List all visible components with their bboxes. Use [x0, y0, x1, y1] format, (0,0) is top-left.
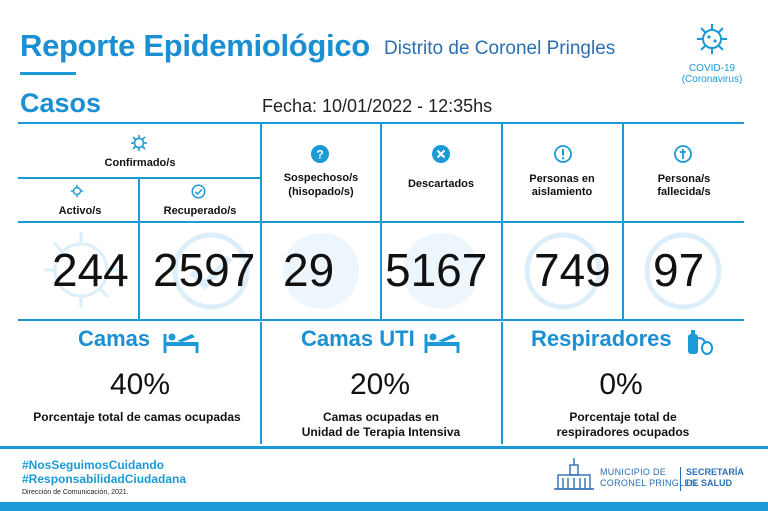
aislamiento-value: 749 — [534, 244, 611, 296]
respiradores-description-1: Porcentaje total de — [569, 410, 677, 424]
bed-icon — [424, 333, 460, 353]
sospechosos-label-1: Sospechoso/s — [283, 172, 359, 184]
fallecidos-label-1: Persona/s — [657, 173, 711, 185]
camas-title: Camas — [78, 326, 151, 351]
check-watermark-icon — [172, 232, 250, 310]
respiradores-description-2: respiradores ocupados — [556, 425, 690, 439]
col-divider-4 — [501, 122, 503, 319]
exclamation-circle-icon — [554, 145, 572, 163]
logo-line-1: COVID-19 — [688, 63, 736, 74]
cross-circle-icon — [674, 145, 692, 163]
sospechosos-value: 29 — [283, 244, 335, 296]
descartados-value: 5167 — [385, 244, 488, 296]
camas-uti-percent: 20% — [349, 368, 411, 401]
fallecidos-value: 97 — [653, 244, 705, 296]
camas-uti-description-2: Unidad de Terapia Intensiva — [301, 425, 461, 439]
section-divider-2 — [501, 322, 503, 444]
building-icon — [554, 458, 594, 490]
covid-logo: COVID-19 (Coronavirus) — [672, 22, 752, 85]
camas-uti-description-1: Camas ocupadas en — [322, 410, 440, 424]
district-subtitle: Distrito de Coronel Pringles — [384, 38, 616, 59]
muni-line-1: MUNICIPIO DE — [600, 467, 667, 477]
muni-line-2: CORONEL PRINGLES — [600, 478, 697, 488]
activos-label: Activo/s — [58, 205, 102, 217]
check-circle-icon — [191, 184, 206, 199]
bed-icon — [163, 333, 199, 353]
camas-uti-title: Camas UTI — [301, 326, 415, 351]
fallecidos-label-2: fallecida/s — [657, 186, 711, 198]
logo-separator — [680, 467, 681, 491]
virus-icon — [697, 24, 727, 54]
respiradores-title: Respiradores — [531, 326, 672, 351]
col-divider-1 — [138, 177, 140, 319]
activos-value: 244 — [52, 244, 129, 296]
section-divider-1 — [260, 322, 262, 444]
recuperados-label: Recuperado/s — [163, 205, 237, 217]
bottom-bar — [0, 502, 768, 511]
sospechosos-label-2: (hisopado/s) — [288, 186, 354, 198]
secretaria-line-2: DE SALUD — [686, 478, 733, 488]
virus-icon — [70, 184, 84, 198]
camas-description: Porcentaje total de camas ocupadas — [33, 410, 241, 424]
cross-watermark-icon — [644, 232, 722, 310]
col-divider-2 — [260, 122, 262, 319]
virus-icon — [131, 135, 147, 151]
report-title: Reporte Epidemiológico — [20, 28, 370, 63]
credit-text: Dirección de Comunicación, 2021. — [22, 489, 129, 496]
virus-watermark-icon — [44, 232, 118, 308]
table-bottom-line — [18, 319, 744, 321]
aislamiento-label-1: Personas en — [529, 173, 595, 185]
aislamiento-label-2: aislamiento — [531, 186, 593, 198]
col-divider-3 — [380, 122, 382, 319]
descartados-label: Descartados — [407, 178, 475, 190]
respiradores-percent: 0% — [599, 368, 643, 401]
logo-line-2: (Coronavirus) — [681, 74, 743, 85]
x-watermark-icon — [403, 233, 479, 309]
recuperados-value: 2597 — [153, 244, 256, 296]
svg-text:?: ? — [316, 148, 323, 162]
camas-percent: 40% — [109, 368, 171, 401]
municipality-logo: MUNICIPIO DE CORONEL PRINGLES SECRETARÍA… — [552, 457, 752, 495]
secretaria-line-1: SECRETARÍA — [686, 467, 744, 477]
hashtag-1: #NosSeguimosCuidando — [22, 458, 165, 472]
casos-heading: Casos — [20, 88, 102, 118]
question-circle-icon: ? — [311, 145, 329, 163]
x-circle-icon — [432, 145, 450, 163]
respirator-icon — [688, 330, 713, 355]
title-underline — [20, 72, 76, 75]
col-divider-5 — [622, 122, 624, 319]
hashtag-2: #ResponsabilidadCiudadana — [22, 472, 187, 486]
confirmados-label: Confirmado/s — [104, 157, 176, 169]
footer-divider — [0, 446, 768, 449]
report-date: Fecha: 10/01/2022 - 12:35hs — [262, 96, 493, 116]
question-watermark-icon — [283, 233, 359, 309]
exclamation-watermark-icon — [524, 232, 602, 310]
